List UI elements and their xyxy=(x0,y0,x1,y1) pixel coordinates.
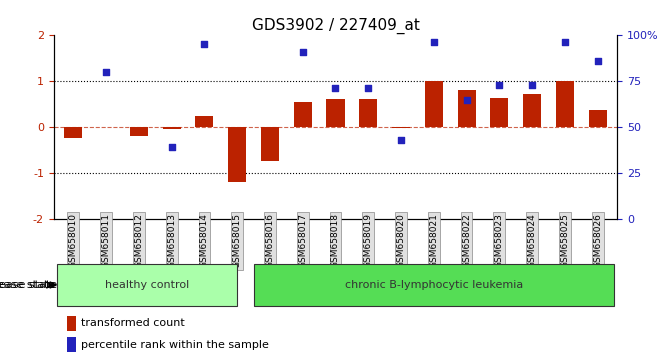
Bar xyxy=(261,127,279,161)
Bar xyxy=(294,102,312,127)
Text: disease state: disease state xyxy=(0,280,58,290)
Text: GSM658013: GSM658013 xyxy=(167,213,176,268)
Text: GSM658011: GSM658011 xyxy=(101,213,111,268)
Text: GSM658023: GSM658023 xyxy=(495,213,504,268)
Text: GSM658012: GSM658012 xyxy=(134,213,144,268)
Point xyxy=(363,85,374,91)
Bar xyxy=(195,116,213,127)
Title: GDS3902 / 227409_at: GDS3902 / 227409_at xyxy=(252,18,419,34)
Text: chronic B-lymphocytic leukemia: chronic B-lymphocytic leukemia xyxy=(345,280,523,290)
Text: GSM658017: GSM658017 xyxy=(298,213,307,268)
Bar xyxy=(67,316,76,331)
Point xyxy=(560,40,570,45)
Point xyxy=(199,41,210,46)
Text: percentile rank within the sample: percentile rank within the sample xyxy=(81,339,269,350)
Point xyxy=(264,217,275,222)
Text: GSM658014: GSM658014 xyxy=(200,213,209,268)
Bar xyxy=(588,110,607,127)
Point xyxy=(527,82,537,88)
Bar xyxy=(162,127,180,129)
Point xyxy=(101,69,111,75)
FancyBboxPatch shape xyxy=(57,264,237,306)
Point xyxy=(592,58,603,64)
Point xyxy=(396,137,407,143)
Text: GSM658010: GSM658010 xyxy=(69,213,78,268)
Text: transformed count: transformed count xyxy=(81,318,185,329)
Text: GSM658020: GSM658020 xyxy=(397,213,405,268)
Text: disease state: disease state xyxy=(0,280,55,290)
Bar xyxy=(228,127,246,182)
Bar xyxy=(523,94,541,127)
Bar xyxy=(556,81,574,127)
Point xyxy=(166,144,177,150)
FancyBboxPatch shape xyxy=(254,264,614,306)
Point xyxy=(134,217,144,222)
Bar xyxy=(327,99,344,127)
Text: GSM658021: GSM658021 xyxy=(429,213,438,268)
Point xyxy=(494,82,505,88)
Bar xyxy=(359,99,377,127)
Text: GSM658026: GSM658026 xyxy=(593,213,602,268)
Bar xyxy=(491,97,509,127)
Text: GSM658025: GSM658025 xyxy=(560,213,570,268)
Text: GSM658019: GSM658019 xyxy=(364,213,373,268)
Point xyxy=(330,85,341,91)
Text: GSM658024: GSM658024 xyxy=(527,213,537,268)
Point xyxy=(68,217,79,222)
Point xyxy=(461,97,472,103)
Point xyxy=(231,217,242,222)
Text: GSM658018: GSM658018 xyxy=(331,213,340,268)
Bar xyxy=(97,126,115,127)
Bar xyxy=(64,127,83,138)
Bar xyxy=(130,127,148,136)
Bar xyxy=(425,81,443,127)
Text: GSM658015: GSM658015 xyxy=(233,213,242,268)
Text: GSM658022: GSM658022 xyxy=(462,213,471,268)
Text: GSM658016: GSM658016 xyxy=(266,213,274,268)
Point xyxy=(297,48,308,54)
Point xyxy=(429,40,440,45)
Bar xyxy=(458,90,476,127)
Bar xyxy=(392,127,410,129)
Bar xyxy=(67,337,76,352)
Text: healthy control: healthy control xyxy=(105,280,189,290)
